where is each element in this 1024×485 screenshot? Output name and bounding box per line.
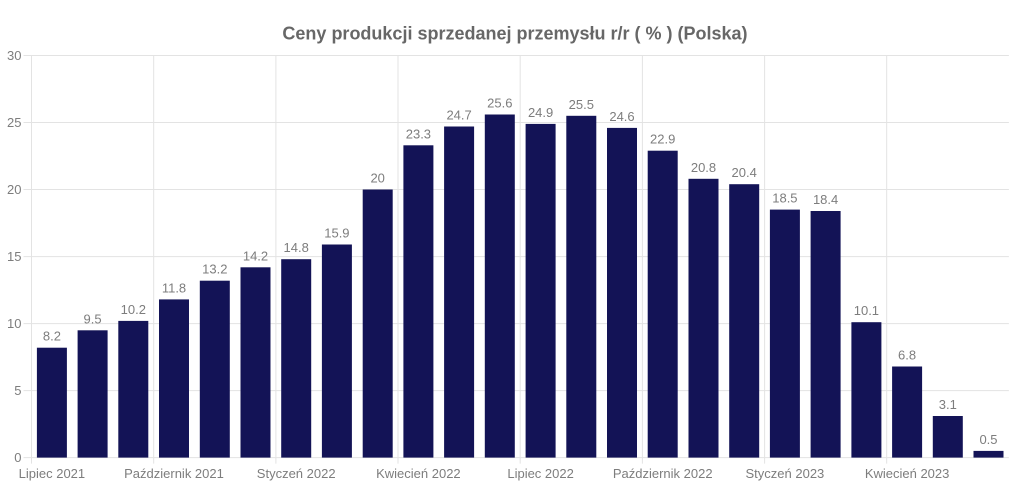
svg-text:15.9: 15.9 [324, 226, 349, 241]
svg-text:20.8: 20.8 [691, 160, 716, 175]
svg-text:22.9: 22.9 [650, 132, 675, 147]
svg-text:Lipiec 2021: Lipiec 2021 [19, 466, 86, 481]
svg-text:0.5: 0.5 [979, 432, 997, 447]
svg-text:Styczeń 2023: Styczeń 2023 [746, 466, 825, 481]
svg-text:Październik 2022: Październik 2022 [613, 466, 713, 481]
svg-text:Kwiecień 2022: Kwiecień 2022 [376, 466, 461, 481]
svg-text:24.9: 24.9 [528, 105, 553, 120]
svg-text:24.6: 24.6 [609, 109, 634, 124]
svg-text:0: 0 [14, 450, 21, 465]
svg-text:3.1: 3.1 [939, 397, 957, 412]
svg-text:20.4: 20.4 [732, 165, 757, 180]
svg-text:30: 30 [7, 48, 21, 63]
svg-text:13.2: 13.2 [202, 262, 227, 277]
svg-text:9.5: 9.5 [84, 311, 102, 326]
svg-text:14.8: 14.8 [284, 240, 309, 255]
svg-text:24.7: 24.7 [446, 108, 471, 123]
svg-text:25.5: 25.5 [569, 97, 594, 112]
svg-text:23.3: 23.3 [406, 126, 431, 141]
svg-text:25.6: 25.6 [487, 96, 512, 111]
svg-text:10: 10 [7, 316, 21, 331]
svg-text:14.2: 14.2 [243, 248, 268, 263]
svg-text:25: 25 [7, 115, 21, 130]
svg-text:10.2: 10.2 [121, 302, 146, 317]
svg-text:Kwiecień 2023: Kwiecień 2023 [865, 466, 950, 481]
svg-text:8.2: 8.2 [43, 329, 61, 344]
svg-text:20: 20 [7, 182, 21, 197]
svg-text:18.5: 18.5 [772, 191, 797, 206]
svg-text:Ceny produkcji sprzedanej prze: Ceny produkcji sprzedanej przemysłu r/r … [282, 24, 747, 44]
svg-text:15: 15 [7, 249, 21, 264]
svg-text:Styczeń 2022: Styczeń 2022 [257, 466, 336, 481]
svg-text:5: 5 [14, 383, 21, 398]
svg-text:18.4: 18.4 [813, 192, 838, 207]
svg-text:20: 20 [370, 171, 384, 186]
svg-text:11.8: 11.8 [162, 280, 186, 295]
svg-text:Lipiec 2022: Lipiec 2022 [507, 466, 574, 481]
svg-text:6.8: 6.8 [898, 348, 916, 363]
svg-text:Październik 2021: Październik 2021 [124, 466, 224, 481]
svg-text:10.1: 10.1 [854, 303, 879, 318]
